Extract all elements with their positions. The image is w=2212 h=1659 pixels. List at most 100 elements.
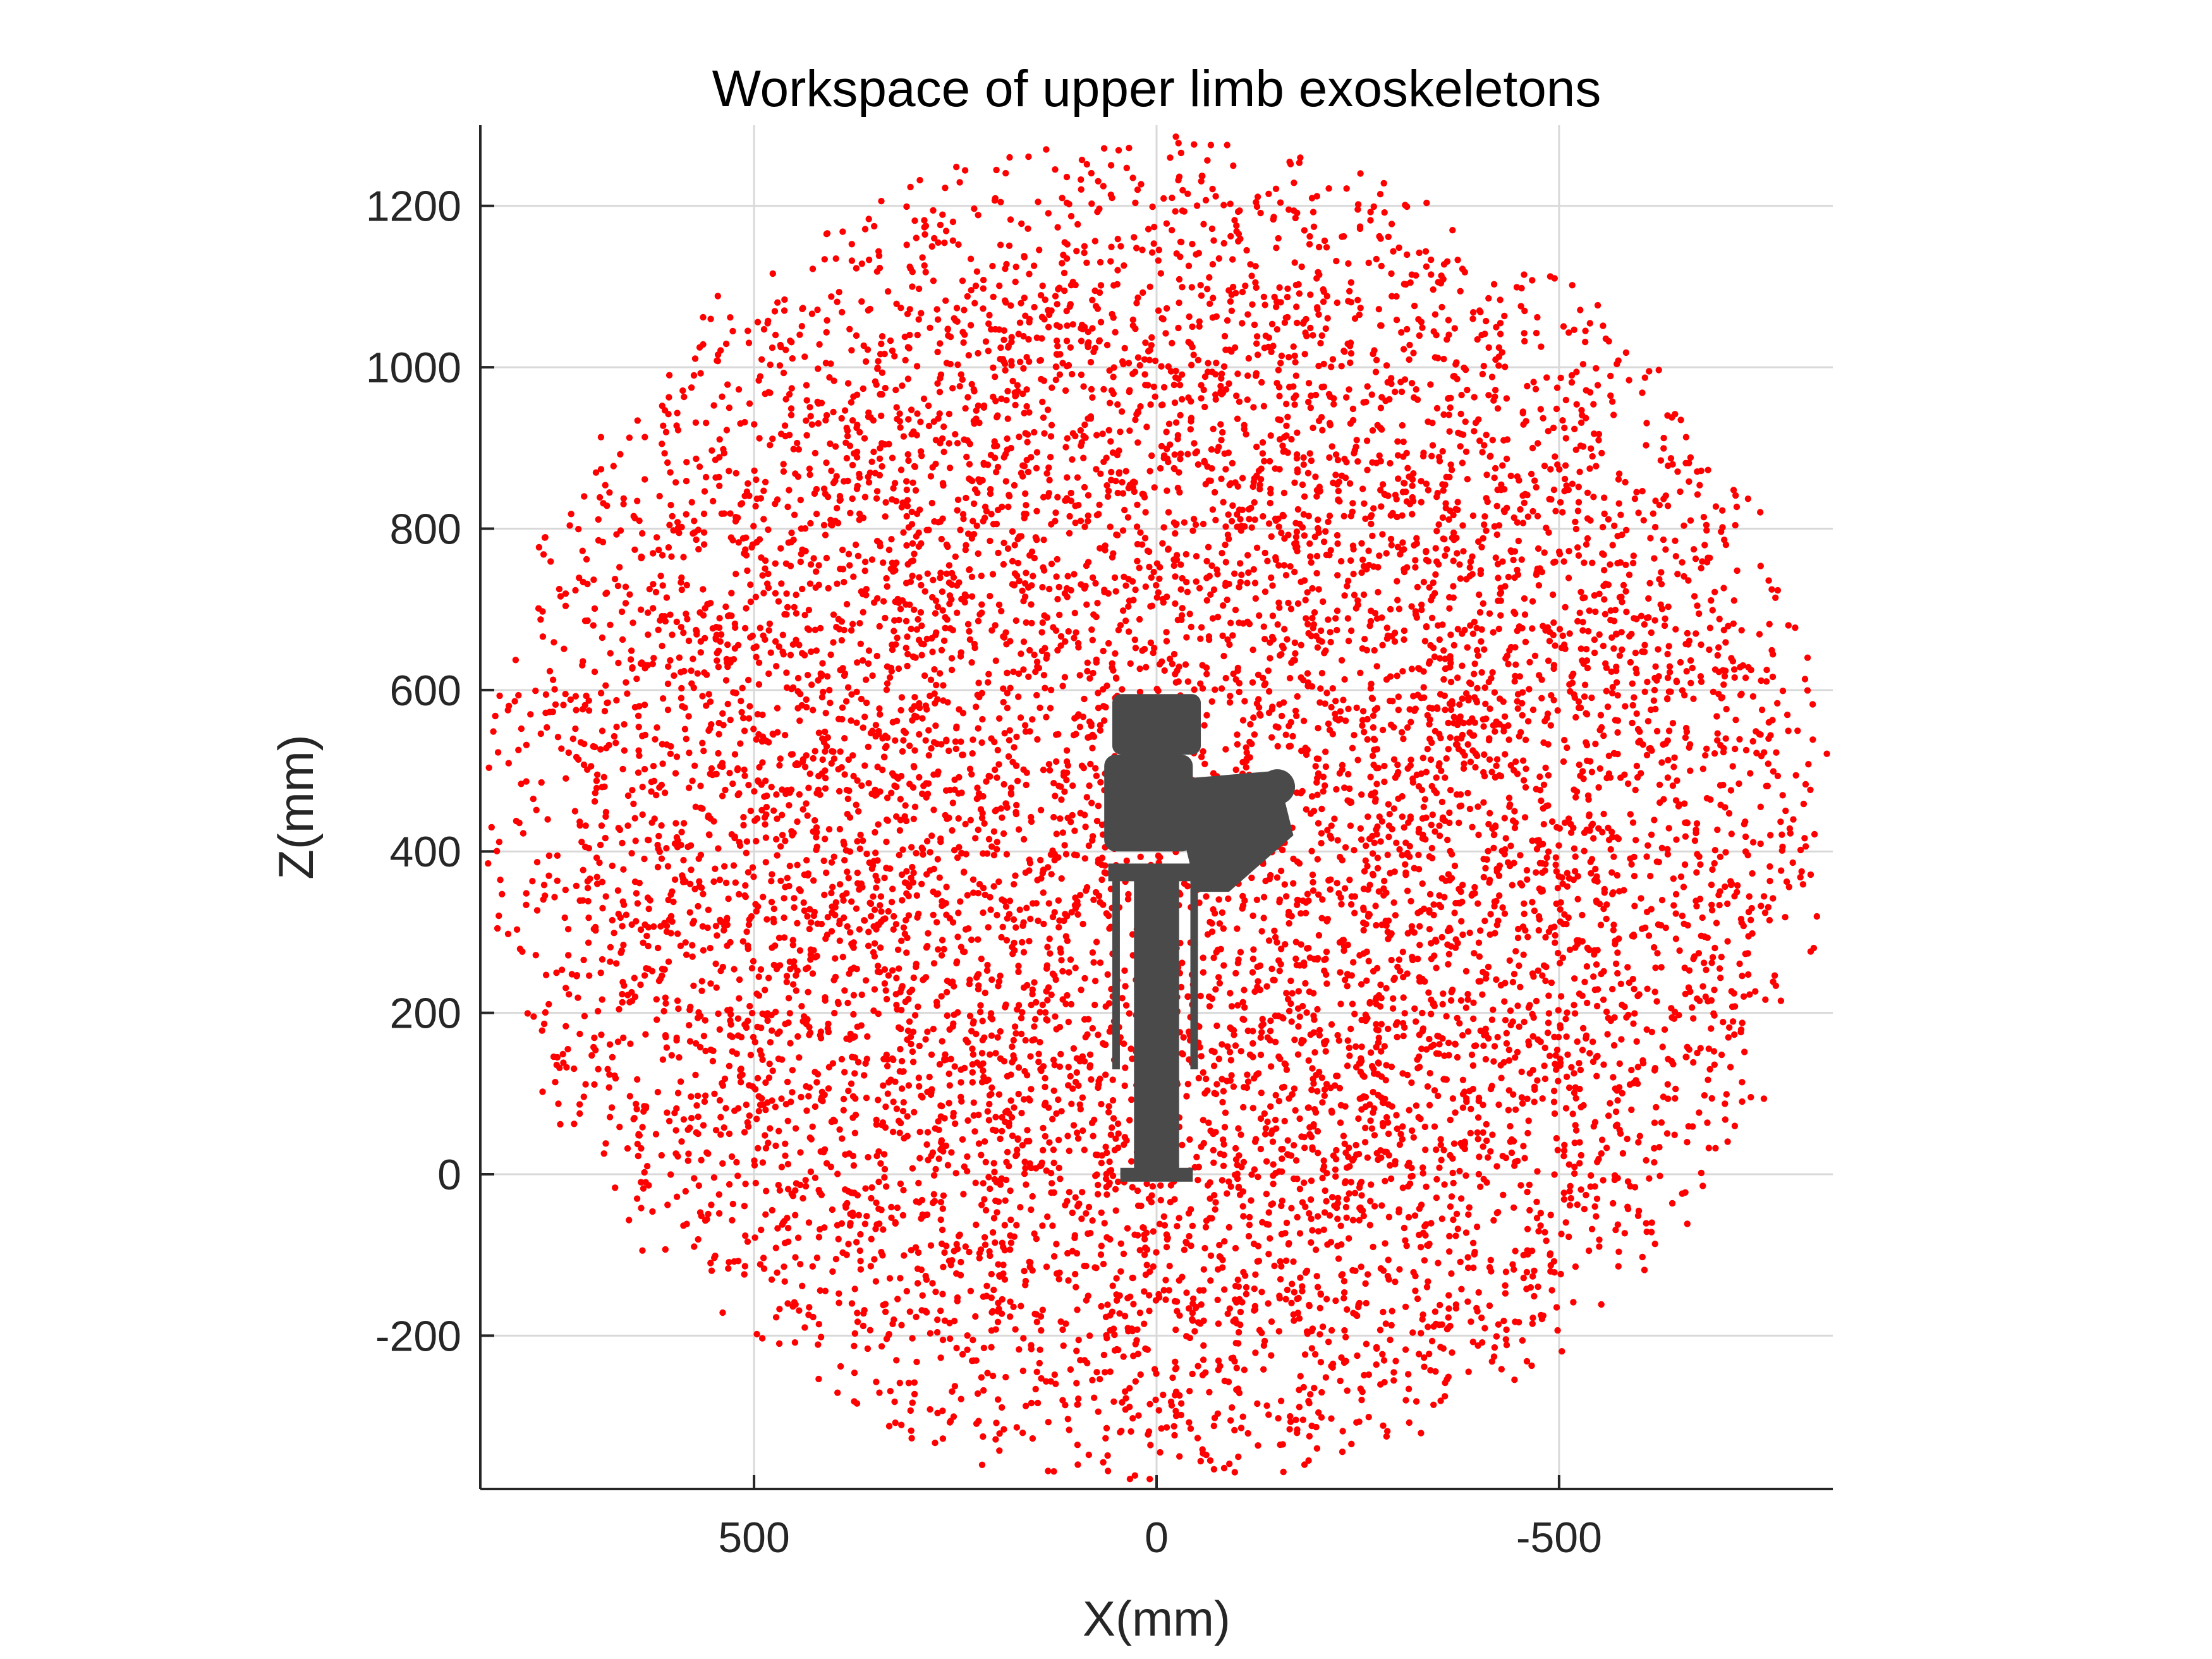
scatter-point [1174, 1223, 1181, 1230]
scatter-point [999, 923, 1006, 931]
scatter-point [1127, 660, 1134, 667]
scatter-point [968, 659, 975, 666]
scatter-point [1299, 787, 1306, 795]
scatter-point [1473, 647, 1481, 654]
scatter-point [1442, 504, 1449, 512]
scatter-point [1182, 661, 1189, 668]
scatter-point [1495, 1321, 1502, 1328]
scatter-point [769, 944, 775, 951]
scatter-point [686, 880, 694, 888]
scatter-point [1077, 892, 1084, 899]
scatter-point [1766, 877, 1773, 885]
scatter-point [1279, 642, 1286, 650]
scatter-point [1252, 595, 1260, 602]
scatter-point [752, 1179, 760, 1187]
scatter-point [1346, 1052, 1353, 1059]
scatter-point [828, 928, 836, 935]
scatter-point [1557, 499, 1564, 506]
scatter-point [1458, 918, 1465, 925]
scatter-point [1007, 684, 1014, 691]
scatter-point [691, 762, 698, 769]
scatter-point [529, 878, 536, 885]
scatter-point [518, 781, 525, 787]
scatter-point [1102, 703, 1109, 711]
scatter-point [1347, 359, 1354, 367]
scatter-point [973, 974, 980, 981]
scatter-point [1051, 1371, 1059, 1378]
scatter-point [726, 1130, 733, 1138]
scatter-point [995, 761, 1002, 768]
scatter-point [1231, 217, 1238, 224]
scatter-point [930, 576, 937, 583]
scatter-point [797, 1261, 804, 1268]
scatter-point [1063, 337, 1071, 344]
scatter-point [868, 1236, 875, 1243]
scatter-point [1070, 732, 1078, 739]
scatter-point [1040, 672, 1048, 679]
scatter-point [1490, 831, 1498, 839]
scatter-point [1805, 761, 1812, 768]
scatter-point [1288, 1205, 1295, 1212]
scatter-point [1311, 1385, 1318, 1392]
scatter-point [1651, 817, 1658, 823]
scatter-point [586, 972, 593, 979]
scatter-point [1389, 1308, 1395, 1315]
scatter-point [782, 732, 789, 739]
scatter-point [1165, 420, 1173, 427]
scatter-point [1447, 631, 1454, 638]
scatter-point [999, 814, 1006, 822]
scatter-point [1000, 1261, 1007, 1268]
scatter-point [1374, 854, 1382, 861]
scatter-point [741, 766, 748, 774]
scatter-point [1388, 221, 1395, 228]
scatter-point [1220, 202, 1227, 209]
scatter-point [674, 930, 681, 937]
scatter-point [1505, 1047, 1512, 1054]
scatter-point [1574, 1201, 1581, 1208]
scatter-point [1742, 818, 1749, 825]
scatter-point [1794, 727, 1801, 734]
scatter-point [881, 874, 888, 882]
scatter-point [1465, 694, 1472, 702]
scatter-point [1023, 386, 1030, 393]
scatter-point [1664, 650, 1671, 658]
scatter-point [1706, 1066, 1713, 1073]
scatter-point [1624, 1203, 1631, 1210]
scatter-point [819, 756, 826, 763]
scatter-point [1201, 403, 1208, 411]
scatter-point [803, 857, 810, 864]
scatter-point [803, 696, 810, 703]
scatter-point [785, 539, 792, 546]
scatter-point [1029, 990, 1036, 998]
scatter-point [1431, 311, 1439, 318]
scatter-point [1341, 1140, 1348, 1148]
scatter-point [1385, 1130, 1392, 1138]
scatter-point [777, 877, 784, 885]
scatter-point [1413, 771, 1421, 779]
scatter-point [1457, 1195, 1465, 1202]
scatter-point [1478, 638, 1485, 645]
scatter-point [664, 707, 672, 714]
scatter-point [1197, 680, 1204, 687]
scatter-point [860, 514, 867, 521]
scatter-point [1574, 507, 1582, 514]
scatter-point [776, 1028, 783, 1035]
scatter-point [1450, 583, 1457, 590]
scatter-point [1514, 1002, 1521, 1009]
scatter-point [1512, 758, 1519, 765]
scatter-point [1274, 743, 1281, 750]
scatter-point [1097, 1251, 1105, 1258]
scatter-point [1667, 455, 1675, 462]
scatter-point [1131, 1472, 1139, 1479]
scatter-point [1610, 1200, 1617, 1207]
scatter-point [989, 262, 996, 270]
scatter-point [1002, 1197, 1009, 1204]
scatter-point [1057, 815, 1064, 822]
scatter-point [1053, 1241, 1060, 1248]
scatter-point [1351, 732, 1358, 739]
scatter-point [1502, 835, 1509, 842]
scatter-point [1341, 676, 1348, 683]
scatter-point [849, 461, 856, 469]
scatter-point [658, 1152, 665, 1159]
scatter-point [1534, 1283, 1541, 1291]
